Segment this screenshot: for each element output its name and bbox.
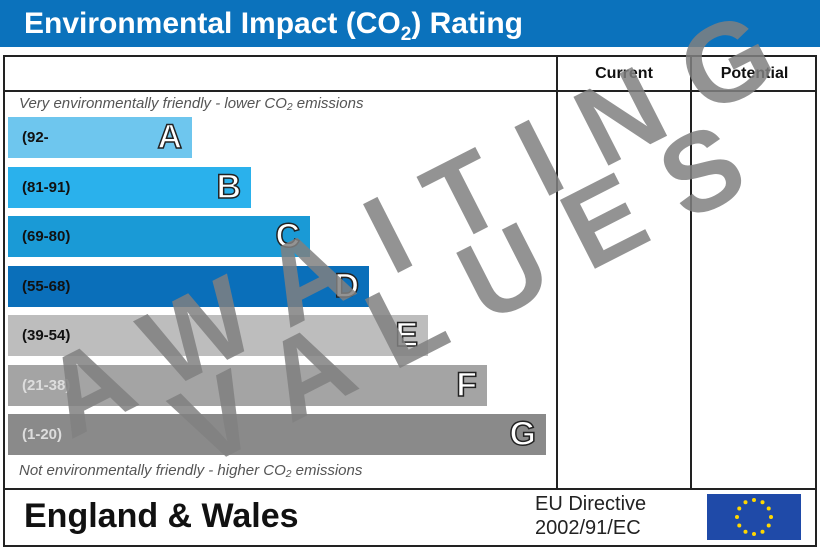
star bbox=[743, 529, 748, 534]
star bbox=[737, 523, 742, 528]
column-potential: Potential bbox=[720, 65, 789, 82]
bottom-note: Not environmentally friendly - higher CO… bbox=[19, 462, 363, 479]
divider bbox=[5, 90, 815, 92]
band-letter: D bbox=[334, 266, 360, 306]
band-range: (81-91) bbox=[22, 178, 71, 196]
band-range: (21-38) bbox=[22, 376, 71, 394]
band-letter: B bbox=[216, 167, 242, 207]
band-letter: G bbox=[509, 414, 537, 454]
band-letter: E bbox=[395, 315, 419, 355]
star bbox=[760, 529, 765, 534]
band-b: (81-91) B bbox=[8, 166, 251, 208]
band-letter: A bbox=[157, 117, 183, 157]
divider bbox=[690, 57, 692, 488]
band-g: (1-20) G bbox=[8, 414, 546, 455]
band-range: (1-20) bbox=[22, 426, 63, 443]
column-current: Current bbox=[595, 65, 653, 82]
star bbox=[766, 523, 771, 528]
eu-directive: EU Directive 2002/91/EC bbox=[535, 493, 647, 539]
band-a: (92- A bbox=[8, 117, 192, 158]
band-c: (69-80) C bbox=[8, 216, 310, 257]
region-label: England & Wales bbox=[24, 497, 299, 535]
star bbox=[769, 515, 773, 519]
chart-title: Environmental Impact (CO2) Rating bbox=[0, 0, 820, 47]
top-note: Very environmentally friendly - lower CO… bbox=[19, 95, 364, 112]
band-letter: C bbox=[275, 216, 301, 256]
star bbox=[743, 500, 748, 505]
band-range: (39-54) bbox=[22, 327, 71, 344]
band-f: (21-38) F bbox=[8, 364, 487, 406]
band-letter: F bbox=[455, 365, 477, 405]
divider bbox=[5, 488, 815, 490]
band-e: (39-54) E bbox=[8, 315, 428, 356]
band-d: (55-68) D bbox=[8, 265, 369, 307]
star bbox=[752, 498, 756, 502]
star bbox=[735, 515, 739, 519]
star bbox=[760, 500, 765, 505]
star bbox=[737, 506, 742, 511]
band-range: (69-80) bbox=[22, 228, 71, 245]
band-range: (55-68) bbox=[22, 277, 71, 295]
eu-flag-icon bbox=[707, 494, 801, 540]
star bbox=[766, 506, 771, 511]
rating-table: Current Potential Very environmentally f… bbox=[3, 55, 817, 547]
divider bbox=[556, 57, 558, 488]
band-range: (92- bbox=[22, 129, 49, 146]
star bbox=[752, 532, 756, 536]
